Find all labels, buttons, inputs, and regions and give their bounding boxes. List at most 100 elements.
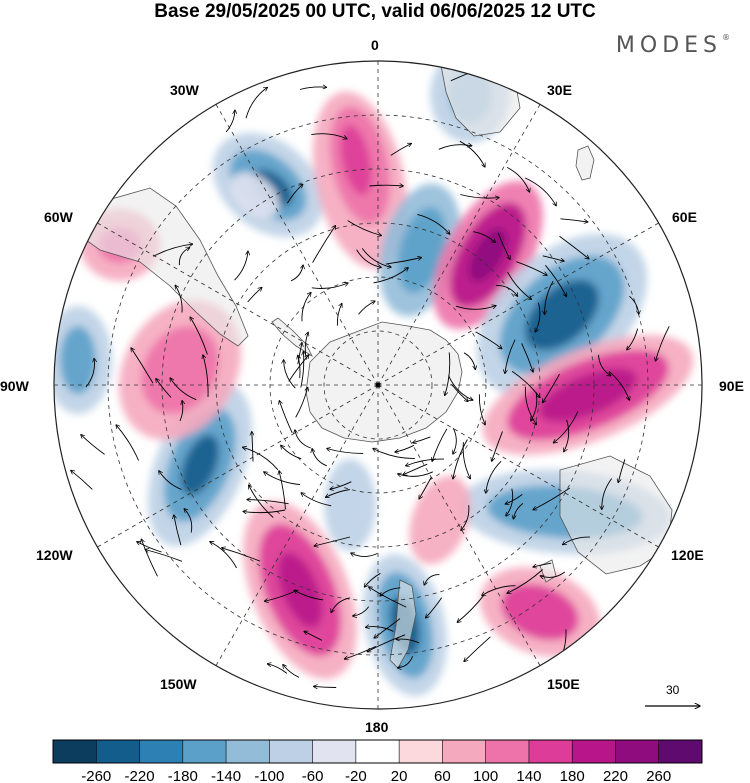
wind-streamline (347, 220, 382, 236)
anomaly-cell (409, 475, 471, 565)
wind-streamline (279, 471, 286, 510)
wind-streamline (462, 442, 470, 479)
wind-streamline (478, 394, 485, 425)
colorbar: -260 -220 -180 -140 -100 -60 -20 20 60 100 140 180 2… (52, 739, 703, 783)
wind-streamline (222, 548, 260, 562)
wind-streamline (141, 539, 158, 577)
colorbar-swatch (312, 740, 357, 763)
wind-streamline (312, 226, 336, 263)
anomaly-cell (340, 124, 372, 196)
wind-streamline (243, 510, 286, 513)
colorbar-swatch (658, 740, 703, 763)
wind-streamline (463, 352, 475, 370)
wind-streamline (395, 444, 415, 452)
colorbar-swatch (442, 740, 486, 763)
longitude-label-60w: 60W (44, 209, 73, 225)
wind-streamline (419, 476, 432, 499)
wind-streamline (252, 432, 253, 462)
colorbar-tick-label: -140 (211, 768, 241, 783)
anomaly-cell (60, 326, 96, 394)
wind-streamline (159, 471, 182, 490)
anomaly-cell (324, 459, 376, 551)
wind-streamline (497, 232, 510, 259)
wind-streamline (533, 487, 571, 510)
wind-streamline (184, 509, 193, 533)
wind-streamline (353, 606, 370, 616)
wind-streamline (521, 343, 534, 372)
wind-streamline (369, 185, 404, 186)
longitude-label-180: 180 (365, 719, 389, 735)
longitude-label-150e: 150E (547, 676, 580, 692)
colorbar-tick-label: 20 (391, 768, 408, 783)
colorbar-tick-label: -220 (125, 768, 155, 783)
anomaly-cell (524, 279, 600, 351)
anomaly-cell (230, 172, 280, 218)
wind-streamline (312, 449, 327, 467)
wind-streamline (482, 585, 516, 596)
wind-streamline (602, 478, 613, 510)
wind-streamline (507, 271, 532, 299)
longitude-label-90e: 90E (719, 378, 744, 394)
wind-streamline (210, 542, 237, 569)
graticule (54, 61, 702, 709)
wind-streamline (461, 505, 470, 530)
wind-streamline (336, 303, 342, 326)
wind-streamline (453, 439, 468, 479)
wind-streamline (543, 373, 560, 403)
wind-streamline (598, 354, 611, 376)
wind-streamline (545, 280, 554, 315)
wind-streamline (464, 636, 491, 662)
colorbar-swatch (96, 740, 140, 763)
wind-streamline (475, 331, 502, 349)
wind-streamline (179, 401, 183, 422)
wind-streamline (627, 328, 639, 350)
wind-streamline (71, 470, 93, 490)
wind-streamline (361, 248, 391, 267)
wind-streamline (351, 553, 378, 557)
wind-streamline (178, 248, 189, 266)
colorbar-tick-label: -20 (345, 768, 367, 783)
longitude-label-150w: 150W (160, 676, 197, 692)
wind-streamline (486, 460, 502, 493)
map-content (54, 61, 702, 709)
colorbar-swatch (139, 740, 184, 763)
registered-mark: ® (722, 33, 730, 42)
wind-streamline (327, 449, 364, 454)
wind-streamline (364, 572, 381, 587)
latitude-circle (323, 330, 433, 440)
wind-streamline (267, 664, 288, 674)
wind-streamline (145, 550, 183, 562)
wind-streamline (281, 445, 302, 460)
wind-streamline (304, 631, 323, 641)
colorbar-frame (52, 739, 703, 764)
wind-streamline (629, 295, 638, 314)
wind-streamline (542, 255, 565, 261)
colorbar-swatch (615, 740, 660, 763)
wind-streamline (311, 133, 347, 139)
wind-streamline (287, 184, 302, 204)
anomaly-cell (539, 368, 637, 422)
wind-streamline (290, 265, 303, 282)
wind-streamline (535, 302, 541, 332)
wind-streamline (367, 634, 406, 652)
colorbar-tick-label: 180 (560, 768, 585, 783)
wind-streamline (455, 306, 496, 310)
south-america-landmass (71, 187, 249, 347)
brand-logo: MODES® (616, 33, 730, 58)
wind-streamline (245, 87, 268, 119)
wind-streamline (563, 536, 590, 545)
wind-streamline (398, 656, 414, 668)
wind-streamline (331, 597, 350, 613)
wind-streamline (459, 140, 485, 167)
wind-streamline (426, 597, 443, 618)
colorbar-tick-label: 220 (603, 768, 628, 783)
colorbar-tick-label: 140 (516, 768, 541, 783)
colorbar-swatch (355, 740, 400, 763)
wind-streamlines (71, 70, 670, 688)
wind-streamline (417, 213, 449, 234)
wind-streamline (225, 110, 235, 133)
brand-text: MODES (615, 33, 722, 58)
wind-streamline (505, 339, 516, 374)
wind-streamline (301, 292, 311, 322)
wind-streamline (116, 425, 140, 461)
